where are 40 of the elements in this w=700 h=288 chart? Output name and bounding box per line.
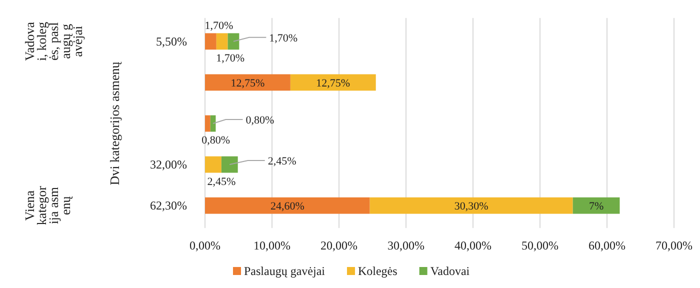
data-label: 1,70% [269,32,298,44]
bar [370,197,573,214]
x-tick-label: 40,00% [454,238,492,253]
bar [290,74,376,91]
data-label: 30,30% [454,200,488,213]
x-tick-label: 70,00% [656,238,692,253]
y-tick-label: 32,00% [150,157,187,172]
y-tick-label: 5,50% [156,34,187,48]
data-label: 0,80% [246,114,274,126]
data-label: 1,70% [216,52,245,65]
bar [205,33,216,50]
legend-label: Kolegės [358,264,398,278]
x-tick-label: 30,00% [388,238,424,253]
bar [205,197,370,214]
text: Dvi kategorijos asmenų [107,61,122,186]
data-label: 1,70% [204,20,234,32]
x-tick-label: 10,00% [254,238,290,253]
legend-label: Paslaugų gavėjai [244,264,326,278]
text: Vadovai, kolegės, paslaugų gavėjai [22,21,85,61]
bar [216,33,228,50]
x-tick-label: 0,00% [190,238,220,253]
data-label: 24,60% [270,200,304,213]
data-label: 2,45% [268,156,296,168]
legend-label: Vadovai [430,264,470,278]
data-label: 2,45% [207,176,236,188]
bar [228,33,240,50]
text: Viena kategorija asmenų [22,185,73,226]
x-tick-label: 50,00% [522,238,558,253]
data-label: 12,75% [316,77,350,90]
data-label: 0,80% [202,134,230,147]
data-label: 7% [588,200,604,213]
bar [205,115,210,132]
x-tick-label: 60,00% [588,238,626,253]
data-label: 12,75% [230,77,265,90]
x-tick-label: 20,00% [320,238,358,253]
bar [572,197,620,214]
bar [205,74,290,91]
bar [205,156,222,173]
bar [221,156,238,173]
y-tick-label: 62,30% [150,198,187,212]
